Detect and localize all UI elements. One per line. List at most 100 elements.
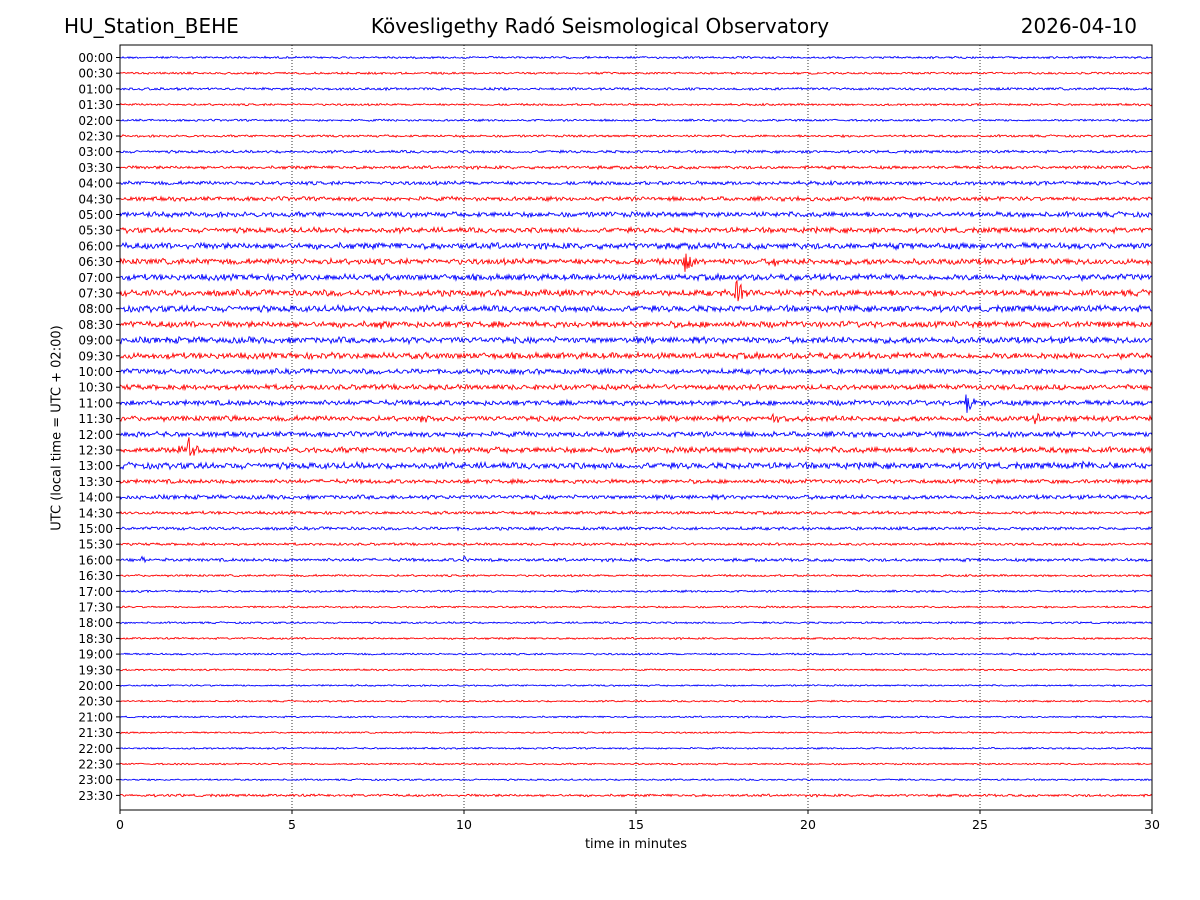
x-tick-label: 5 xyxy=(288,817,296,832)
y-tick-label: 14:30 xyxy=(78,506,113,520)
y-tick-label: 13:00 xyxy=(78,459,113,473)
trace-1230 xyxy=(119,437,1153,456)
y-tick-label: 16:00 xyxy=(78,553,113,567)
trace-1930 xyxy=(119,668,1153,672)
y-tick-label: 04:30 xyxy=(78,192,113,206)
y-tick-label: 22:30 xyxy=(78,758,113,772)
trace-1830 xyxy=(119,636,1153,641)
trace-0430 xyxy=(119,194,1153,203)
x-tick-label: 0 xyxy=(116,817,124,832)
y-tick-label: 10:00 xyxy=(78,365,113,379)
trace-0930 xyxy=(119,350,1153,361)
trace-2230 xyxy=(119,762,1153,766)
y-tick-label: 19:30 xyxy=(78,663,113,677)
trace-1200 xyxy=(119,429,1153,439)
trace-0530 xyxy=(119,225,1153,235)
y-tick-label: 23:30 xyxy=(78,789,113,803)
y-tick-label: 21:30 xyxy=(78,726,113,740)
trace-0200 xyxy=(119,118,1153,123)
y-tick-label: 17:30 xyxy=(78,601,113,615)
trace-1100 xyxy=(119,394,1153,413)
trace-1530 xyxy=(119,541,1153,547)
y-tick-label: 04:00 xyxy=(78,177,113,191)
trace-0730 xyxy=(119,279,1153,302)
trace-0030 xyxy=(119,71,1153,76)
seismogram-traces xyxy=(119,55,1153,798)
station-name: HU_Station_BEHE xyxy=(64,14,239,38)
trace-0230 xyxy=(119,133,1153,139)
y-tick-label: 10:30 xyxy=(78,381,113,395)
y-tick-label: 18:00 xyxy=(78,616,113,630)
trace-2000 xyxy=(119,683,1153,688)
y-tick-label: 23:00 xyxy=(78,773,113,787)
trace-2300 xyxy=(119,778,1153,782)
y-tick-label: 12:30 xyxy=(78,444,113,458)
trace-0000 xyxy=(119,55,1153,60)
trace-1630 xyxy=(119,573,1153,578)
x-axis-label: time in minutes xyxy=(584,837,688,852)
x-tick-label: 30 xyxy=(1144,817,1160,832)
record-date: 2026-04-10 xyxy=(1020,14,1137,38)
y-tick-label: 12:00 xyxy=(78,428,113,442)
trace-0830 xyxy=(119,319,1153,330)
trace-0300 xyxy=(119,149,1153,155)
y-tick-label: 03:00 xyxy=(78,145,113,159)
x-tick-label: 10 xyxy=(456,817,472,832)
trace-1900 xyxy=(119,652,1153,656)
y-tick-label: 15:30 xyxy=(78,538,113,552)
y-tick-label: 02:30 xyxy=(78,130,113,144)
observatory-title: Kövesligethy Radó Seismological Observat… xyxy=(370,14,830,38)
y-tick-label: 14:00 xyxy=(78,491,113,505)
y-axis-label: UTC (local time = UTC + 02:00) xyxy=(49,325,65,531)
y-tick-label: 11:30 xyxy=(78,412,113,426)
y-tick-label: 15:00 xyxy=(78,522,113,536)
trace-1000 xyxy=(119,367,1153,376)
y-tick-label: 20:00 xyxy=(78,679,113,693)
trace-0800 xyxy=(119,303,1153,314)
y-tick-label: 05:30 xyxy=(78,224,113,238)
y-tick-label: 02:00 xyxy=(78,114,113,128)
trace-0100 xyxy=(119,86,1153,92)
trace-2100 xyxy=(119,715,1153,719)
trace-1600 xyxy=(119,555,1153,564)
x-tick-label: 25 xyxy=(972,817,988,832)
y-tick-label: 16:30 xyxy=(78,569,113,583)
trace-0600 xyxy=(119,241,1153,251)
trace-1030 xyxy=(119,382,1153,392)
trace-0500 xyxy=(119,210,1153,219)
y-tick-label: 03:30 xyxy=(78,161,113,175)
y-tick-label: 09:30 xyxy=(78,349,113,363)
trace-1330 xyxy=(119,477,1153,486)
y-tick-label: 06:30 xyxy=(78,255,113,269)
trace-1730 xyxy=(119,605,1153,609)
trace-1430 xyxy=(119,509,1153,516)
y-tick-label: 18:30 xyxy=(78,632,113,646)
y-tick-label: 17:00 xyxy=(78,585,113,599)
trace-0330 xyxy=(119,164,1153,171)
x-tick-label: 15 xyxy=(628,817,644,832)
y-tick-label: 20:30 xyxy=(78,695,113,709)
trace-1500 xyxy=(119,525,1153,532)
y-tick-label: 19:00 xyxy=(78,648,113,662)
trace-0630 xyxy=(119,253,1153,272)
trace-2200 xyxy=(119,746,1153,750)
trace-0900 xyxy=(119,335,1153,346)
trace-0130 xyxy=(119,102,1153,107)
y-tick-label: 01:30 xyxy=(78,98,113,112)
y-tick-label: 21:00 xyxy=(78,710,113,724)
y-tick-label: 01:00 xyxy=(78,82,113,96)
trace-1130 xyxy=(119,412,1153,425)
y-tick-label: 09:00 xyxy=(78,334,113,348)
trace-1700 xyxy=(119,589,1153,594)
trace-2030 xyxy=(119,699,1153,703)
trace-0700 xyxy=(119,272,1153,283)
y-tick-label: 06:00 xyxy=(78,239,113,253)
y-tick-label: 07:00 xyxy=(78,271,113,285)
x-axis-ticks: 0 5 10 15 20 25 30 xyxy=(116,810,1160,832)
trace-2130 xyxy=(119,730,1153,735)
y-tick-label: 05:00 xyxy=(78,208,113,222)
trace-0400 xyxy=(119,179,1153,187)
trace-1400 xyxy=(119,493,1153,502)
